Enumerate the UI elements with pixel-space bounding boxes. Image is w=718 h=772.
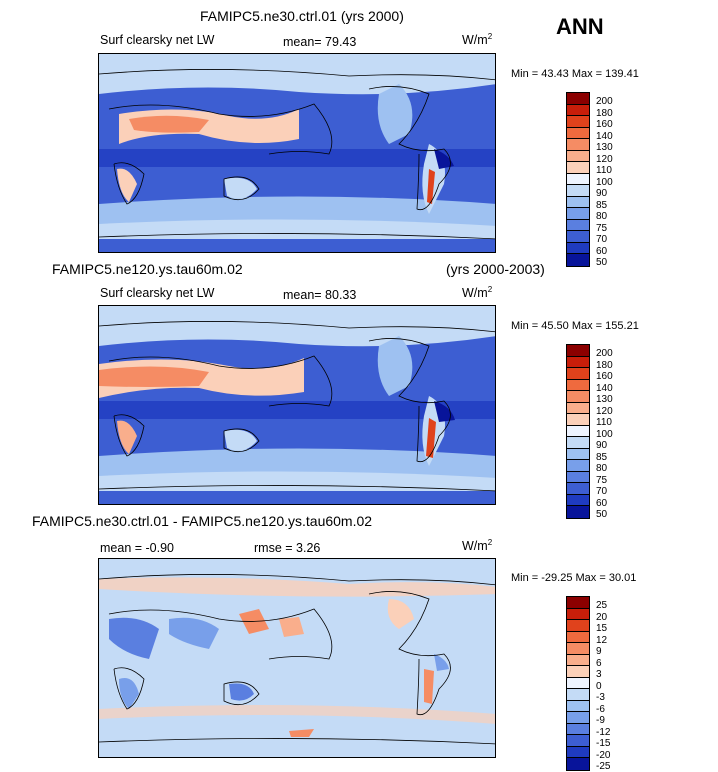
panel1-units: W/m2 — [462, 32, 493, 48]
panel3-mean: mean = -0.90 — [100, 541, 175, 555]
panel1-map — [98, 53, 496, 253]
panel1-variable-label: Surf clearsky net LW — [100, 33, 215, 47]
season-label: ANN — [556, 14, 604, 39]
panel2-minmax: Min = 45.50 Max = 155.21 — [511, 320, 639, 332]
panel2-colorbar — [566, 344, 590, 519]
panel1-colorbar — [566, 92, 590, 267]
panel2-title: FAMIPC5.ne120.ys.tau60m.02 — [52, 261, 243, 277]
panel3-colorbar — [566, 596, 590, 771]
panel2-mean: mean= 80.33 — [283, 288, 357, 302]
panel2-variable-label: Surf clearsky net LW — [100, 286, 215, 300]
panel1-minmax: Min = 43.43 Max = 139.41 — [511, 68, 639, 80]
panel3-title: FAMIPC5.ne30.ctrl.01 - FAMIPC5.ne120.ys.… — [32, 513, 373, 529]
panel1-mean: mean= 79.43 — [283, 35, 357, 49]
panel2-units: W/m2 — [462, 285, 493, 301]
panel3-map — [98, 558, 496, 758]
panel3-units: W/m2 — [462, 538, 493, 554]
panel3-rmse: rmse = 3.26 — [254, 541, 321, 555]
panel2-years: (yrs 2000-2003) — [446, 261, 545, 277]
panel3-minmax: Min = -29.25 Max = 30.01 — [511, 572, 637, 584]
panel2-map — [98, 305, 496, 505]
panel1-title: FAMIPC5.ne30.ctrl.01 (yrs 2000) — [200, 8, 404, 24]
